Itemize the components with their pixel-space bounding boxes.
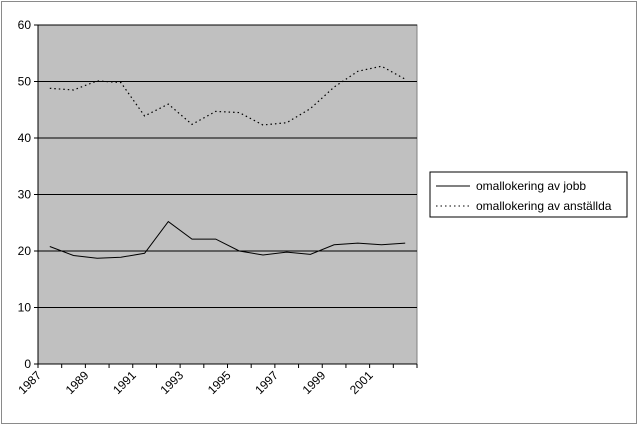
x-tick-label: 1987 [15,368,44,397]
x-tick-label: 1989 [63,368,92,397]
series-lines [49,65,406,259]
y-tick-label: 0 [24,357,31,371]
y-axis: 0 10 20 30 40 50 60 [18,18,39,371]
y-tick-label: 50 [18,75,32,89]
x-tick-label: 2001 [347,368,376,397]
x-tick-label: 1997 [252,368,281,397]
x-tick-label: 1993 [157,368,186,397]
y-tick-label: 20 [18,244,32,258]
legend: omallokering av jobb omallokering av ans… [429,171,628,218]
legend-box [429,171,628,218]
x-tick-label: 1991 [110,368,139,397]
y-tick-label: 60 [18,18,32,32]
x-tick-label: 1995 [205,368,234,397]
y-tick-label: 30 [18,188,32,202]
x-axis: 1987 1989 1991 1993 1995 1997 1999 2001 [15,363,418,397]
series-line-0 [49,220,406,259]
y-tick-label: 10 [18,301,32,315]
legend-label-anstallda: omallokering av anställda [476,199,612,213]
y-tick-label: 40 [18,131,32,145]
x-tick-label: 1999 [300,368,329,397]
gridlines [38,24,417,308]
legend-label-jobb: omallokering av jobb [476,179,586,193]
series-line-1 [49,65,406,126]
